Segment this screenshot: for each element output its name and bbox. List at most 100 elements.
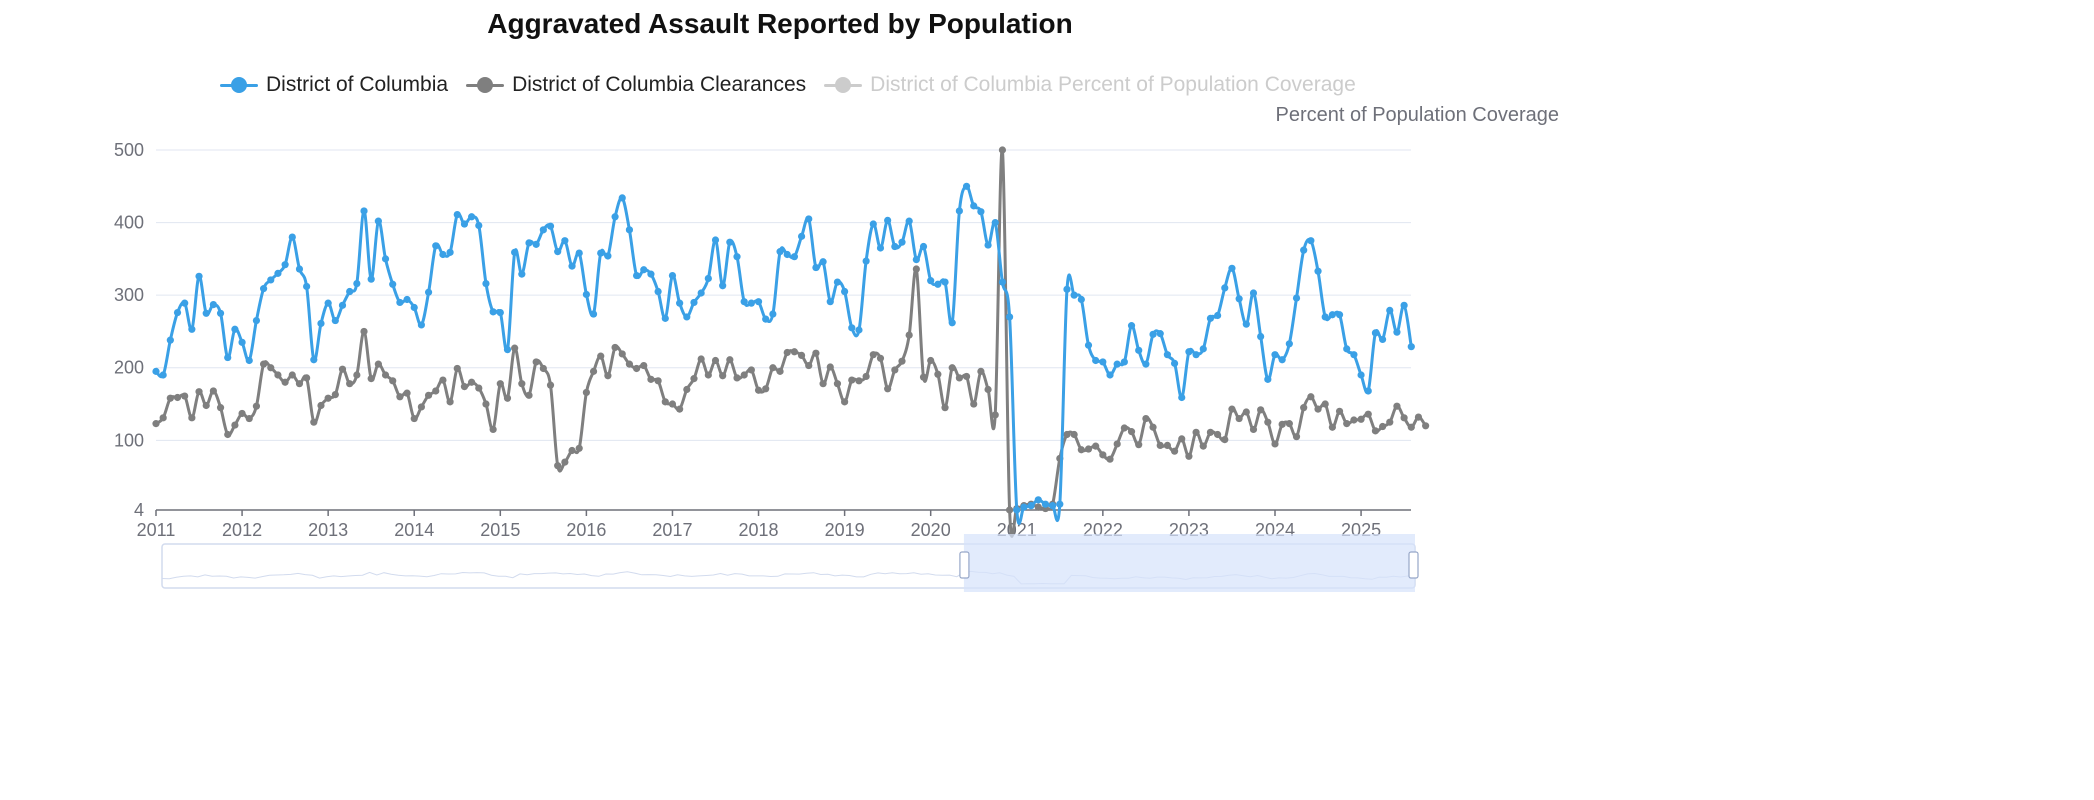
data-point: [1113, 360, 1121, 368]
data-point: [417, 403, 426, 411]
data-point: [582, 388, 590, 397]
data-point: [554, 462, 562, 470]
chart-title: Aggravated Assault Reported by Populatio…: [487, 8, 1073, 39]
data-point: [1371, 329, 1380, 337]
data-point: [611, 343, 619, 352]
data-point: [410, 303, 418, 312]
data-point: [360, 327, 368, 336]
data-point: [970, 400, 978, 408]
data-point: [216, 309, 225, 317]
data-point: [1013, 506, 1021, 514]
legend-item-dc[interactable]: District of Columbia: [220, 73, 448, 97]
data-point: [711, 236, 720, 244]
data-point: [640, 266, 648, 274]
data-point: [1257, 332, 1265, 341]
data-point: [1393, 328, 1401, 336]
data-point: [812, 263, 820, 272]
data-point: [704, 371, 712, 379]
zoom-slider[interactable]: [161, 534, 1419, 592]
data-point: [446, 248, 454, 256]
data-point: [661, 398, 669, 406]
data-point: [991, 411, 999, 419]
series-line-1: [155, 148, 1427, 538]
legend-item-dc-clearances[interactable]: District of Columbia Clearances: [466, 73, 806, 97]
data-point: [1314, 267, 1322, 275]
data-point: [511, 248, 519, 256]
data-point: [475, 384, 483, 392]
data-point: [1149, 423, 1157, 431]
data-point: [690, 375, 698, 383]
data-point: [1307, 393, 1315, 401]
data-point: [188, 414, 196, 422]
data-point: [919, 373, 928, 381]
data-point: [668, 271, 677, 280]
legend-item-dc-coverage[interactable]: District of Columbia Percent of Populati…: [824, 73, 1356, 97]
zoom-handle-left[interactable]: [959, 551, 970, 579]
data-point: [468, 378, 476, 386]
data-point: [288, 233, 296, 241]
data-point: [733, 374, 741, 382]
data-point: [159, 371, 167, 379]
data-point: [1120, 358, 1128, 366]
data-point: [1343, 345, 1351, 353]
data-point: [503, 394, 512, 402]
data-point: [640, 361, 648, 370]
data-point: [238, 338, 246, 346]
data-point: [295, 380, 304, 388]
x-tick-label: 2020: [911, 520, 951, 540]
data-point: [668, 400, 677, 408]
data-point: [1335, 311, 1344, 319]
data-point: [747, 299, 755, 307]
data-point: [317, 319, 325, 328]
data-point: [934, 280, 942, 288]
data-point: [1034, 503, 1042, 511]
data-point: [754, 298, 763, 306]
data-point: [181, 299, 189, 307]
data-point: [819, 380, 827, 388]
data-point: [288, 371, 296, 379]
data-point: [1292, 294, 1301, 302]
data-point: [532, 358, 540, 366]
data-point: [1335, 407, 1344, 415]
data-point: [862, 372, 870, 381]
data-point: [374, 360, 382, 368]
data-point: [1364, 387, 1372, 395]
y-tick-label: 300: [114, 285, 144, 305]
data-point: [597, 352, 605, 360]
data-point: [1400, 414, 1408, 422]
data-point: [1092, 442, 1100, 450]
legend-label-dc-clearances: District of Columbia Clearances: [512, 73, 807, 96]
zoom-handle-right[interactable]: [1408, 551, 1419, 579]
legend-label-dc-coverage: District of Columbia Percent of Populati…: [870, 73, 1356, 96]
data-point: [941, 278, 949, 286]
data-point: [546, 222, 555, 230]
data-point: [331, 316, 339, 325]
data-point: [632, 364, 641, 373]
data-point: [1242, 408, 1250, 416]
data-point: [884, 216, 892, 225]
data-point: [403, 389, 411, 397]
zoom-window[interactable]: [963, 534, 1415, 592]
data-point: [683, 385, 691, 394]
data-point: [381, 255, 390, 263]
y-tick-label: 4: [134, 500, 144, 520]
data-point: [396, 298, 404, 307]
data-point: [1285, 420, 1293, 428]
data-point: [173, 308, 182, 317]
data-point: [1257, 406, 1265, 414]
data-point: [1378, 422, 1387, 431]
data-point: [1249, 425, 1258, 434]
data-point: [611, 213, 619, 221]
data-point: [934, 370, 942, 378]
data-point: [891, 366, 899, 374]
data-point: [647, 375, 655, 383]
data-point: [1350, 416, 1358, 424]
x-tick-label: 2017: [652, 520, 692, 540]
data-point: [568, 262, 576, 270]
data-point: [747, 366, 755, 374]
data-point: [1056, 500, 1064, 508]
data-point: [561, 458, 569, 466]
data-point: [1314, 405, 1322, 413]
data-point: [654, 287, 662, 296]
data-point: [905, 331, 913, 339]
